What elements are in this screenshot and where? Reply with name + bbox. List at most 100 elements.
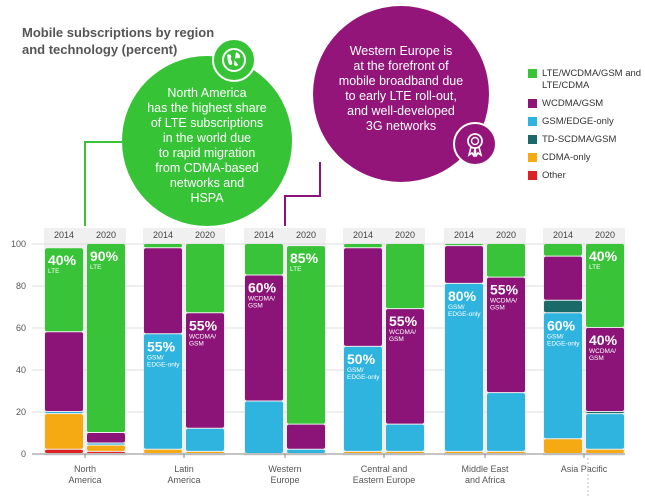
year-label: 2020 (195, 230, 215, 240)
legend-item-gsm: GSM/EDGE-only (528, 116, 643, 128)
bar-segment-wcdma (586, 328, 624, 411)
bar-segment-other (87, 451, 125, 453)
year-label: 2014 (454, 230, 474, 240)
year-label: 2014 (153, 230, 173, 240)
bar-segment-gsm (544, 313, 582, 439)
bar-segment-cdma (186, 451, 224, 453)
y-tick-label: 20 (16, 407, 26, 417)
callout-line: from CDMA-based (155, 161, 259, 175)
bar-value-sublabel: GSM (490, 305, 505, 312)
bar-segment-lte (87, 244, 125, 432)
legend-swatch (528, 117, 537, 126)
bar-segment-lte (386, 244, 424, 309)
bar-value-sublabel: GSM (248, 303, 263, 310)
bar-value-label: 85% (290, 250, 319, 266)
bar-value-label: 80% (448, 288, 477, 304)
award-badge (453, 122, 497, 166)
bar-segment-gsm (487, 393, 525, 451)
year-label: 2014 (54, 230, 74, 240)
bar-value-label: 40% (589, 248, 618, 264)
region-label: America (68, 475, 101, 485)
bar-value-sublabel: GSM (389, 336, 404, 343)
chart-title-line-2: and technology (percent) (22, 42, 178, 57)
callout-line: networks and (169, 176, 245, 190)
bar-value-sublabel: WCDMA/ (248, 296, 275, 303)
bar-value-label: 55% (147, 338, 176, 354)
year-label: 2014 (254, 230, 274, 240)
legend-swatch (528, 153, 537, 162)
y-tick-label: 80 (16, 281, 26, 291)
legend-item-wcdma: WCDMA/GSM (528, 98, 643, 110)
bar-value-label: 90% (90, 248, 119, 264)
connector-layer (84, 141, 589, 497)
bar-segment-wcdma (245, 275, 283, 401)
callout-line: has the highest share (147, 101, 267, 115)
bar-segment-lte (45, 248, 83, 332)
bar-value-sublabel: WCDMA/ (189, 333, 216, 340)
bar-segment-gsm (344, 346, 382, 451)
bar-value-sublabel: LTE (90, 264, 102, 271)
bar-value-sublabel: EDGE-only (547, 340, 580, 347)
bar-segment-wcdma (87, 433, 125, 443)
globe-icon (222, 48, 246, 72)
bar-value-sublabel: GSM/ (147, 354, 164, 361)
legend-label: Other (542, 170, 566, 181)
bar-segment-lte (287, 246, 325, 424)
chart-title-line-1: Mobile subscriptions by region (22, 25, 215, 40)
bar-value-sublabel: LTE (290, 266, 302, 273)
bar-value-label: 60% (547, 317, 576, 333)
labels-layer: 201440%LTE202090%LTENorthAmerica201455%G… (48, 230, 618, 485)
bar-segment-cdma (487, 451, 525, 453)
callout-line: and well-developed (347, 104, 455, 118)
bar-segment-cdma (144, 449, 182, 453)
bar-segment-lte (245, 244, 283, 275)
region-label: Central and (361, 464, 408, 474)
region-label: Western (268, 464, 301, 474)
bar-value-label: 55% (490, 282, 519, 298)
bar-segment-gsm (586, 414, 624, 449)
callout-line: Western Europe is (349, 44, 453, 58)
region-label: Asia Pacific (561, 464, 608, 474)
y-tick-label: 0 (21, 449, 26, 459)
legend-item-tdscdma: TD-SCDMA/GSM (528, 134, 643, 146)
year-label: 2020 (296, 230, 316, 240)
bar-segment-lte (186, 244, 224, 313)
bar-segment-gsm (245, 401, 283, 453)
y-tick-label: 60 (16, 323, 26, 333)
bar-segment-gsm (445, 283, 483, 451)
bar-value-label: 55% (389, 313, 418, 329)
region-label: Middle East (461, 464, 509, 474)
bar-segment-lte (544, 244, 582, 256)
legend-swatch (528, 69, 537, 78)
legend-label: WCDMA/GSM (542, 98, 604, 109)
region-label: and Africa (465, 475, 505, 485)
region-label: Latin (174, 464, 194, 474)
legend-item-other: Other (528, 170, 643, 182)
bar-segment-gsm (87, 443, 125, 445)
bar-segment-wcdma (186, 313, 224, 428)
bar-segment-cdma (386, 451, 424, 453)
bar-segment-lte (445, 244, 483, 246)
bar-segment-wcdma (45, 332, 83, 411)
callout-north-america: North America has the highest share of LTE… (122, 56, 292, 226)
callout-line: to early LTE roll-out, (345, 89, 457, 103)
year-label: 2014 (353, 230, 373, 240)
bar-segment-cdma (344, 451, 382, 453)
legend-item-lte: LTE/WCDMA/GSM and LTE/CDMA (528, 68, 643, 92)
region-label: America (167, 475, 200, 485)
bar-value-label: 40% (48, 252, 77, 268)
bar-value-sublabel: GSM (589, 355, 604, 362)
bar-segment-gsm (386, 424, 424, 451)
legend-swatch (528, 171, 537, 180)
callout-connector-north-america (84, 141, 122, 226)
bar-value-sublabel: LTE (48, 268, 60, 275)
bar-segment-gsm (287, 449, 325, 453)
bar-segment-wcdma (386, 309, 424, 424)
year-label: 2014 (553, 230, 573, 240)
bar-segment-tdscdma (586, 412, 624, 414)
bar-value-sublabel: GSM/ (448, 304, 465, 311)
bar-segment-cdma (586, 449, 624, 453)
legend-label: TD-SCDMA/GSM (542, 134, 617, 145)
region-label: Europe (270, 475, 299, 485)
